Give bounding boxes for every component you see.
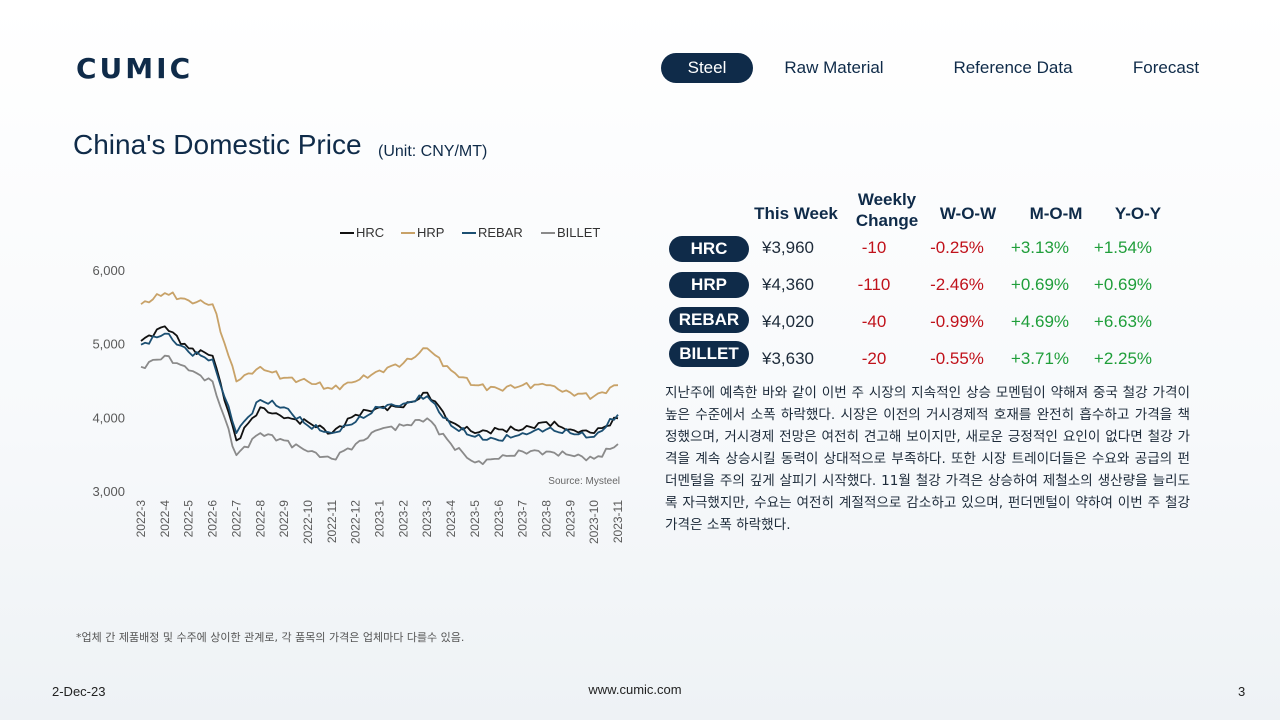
- x-tick-label: 2023-6: [492, 500, 506, 538]
- wow-value: -2.46%: [930, 275, 984, 294]
- wow-value: -0.99%: [930, 312, 984, 331]
- y-tick-label: 4,000: [92, 410, 125, 425]
- x-tick-label: 2022-8: [253, 500, 267, 538]
- weekly-change: -20: [861, 349, 887, 368]
- yoy-value: +6.63%: [1093, 312, 1153, 331]
- footnote: *업체 간 제품배정 및 수주에 상이한 관계로, 각 품목의 가격은 업체마다…: [76, 631, 465, 644]
- row-label-pill: HRC: [669, 236, 749, 262]
- legend-label-hrc: HRC: [356, 225, 384, 240]
- weekly-change: -40: [861, 312, 887, 331]
- weekly-change: -10: [861, 238, 887, 257]
- cumic-logo: CUMIC: [76, 52, 194, 85]
- row-label-pill: BILLET: [669, 341, 749, 367]
- mom-value: +0.69%: [1010, 275, 1070, 294]
- this-week-price: ¥3,960: [762, 238, 814, 257]
- x-tick-label: 2022-7: [229, 500, 243, 538]
- this-week-price: ¥3,630: [762, 349, 814, 368]
- yoy-value: +0.69%: [1093, 275, 1153, 294]
- wow-value: -0.25%: [930, 238, 984, 257]
- x-tick-label: 2023-8: [539, 500, 553, 538]
- x-tick-label: 2022-11: [325, 500, 339, 543]
- series-line-rebar: [140, 332, 619, 442]
- nav-tab-reference-data[interactable]: Reference Data: [953, 58, 1073, 77]
- header-wow: W-O-W: [939, 204, 997, 223]
- unit-label: (Unit: CNY/MT): [378, 143, 488, 160]
- y-tick-label: 5,000: [92, 337, 125, 352]
- x-tick-label: 2023-2: [396, 500, 410, 538]
- y-tick-label: 3,000: [92, 484, 125, 499]
- page-title: China's Domestic Price: [73, 129, 362, 160]
- yoy-value: +2.25%: [1093, 349, 1153, 368]
- weekly-change: -110: [857, 275, 891, 294]
- mom-value: +3.71%: [1010, 349, 1070, 368]
- mom-value: +3.13%: [1010, 238, 1070, 257]
- legend-label-rebar: REBAR: [478, 225, 523, 240]
- x-tick-label: 2022-10: [301, 500, 315, 544]
- legend-label-billet: BILLET: [557, 225, 600, 240]
- chart-source: Source: Mysteel: [548, 476, 620, 487]
- x-tick-label: 2023-10: [587, 500, 601, 544]
- footer-date: 2-Dec-23: [52, 684, 106, 699]
- x-tick-label: 2022-4: [158, 500, 172, 538]
- series-line-billet: [140, 354, 619, 466]
- y-tick-label: 6,000: [92, 263, 125, 278]
- series-line-hrp: [140, 291, 619, 400]
- row-label-pill: REBAR: [669, 307, 749, 333]
- header-this-week: This Week: [754, 204, 838, 223]
- yoy-value: +1.54%: [1093, 238, 1153, 257]
- legend-label-hrp: HRP: [417, 225, 444, 240]
- market-commentary: 지난주에 예측한 바와 같이 이번 주 시장의 지속적인 상승 모멘텀이 약해져…: [665, 385, 1190, 533]
- x-tick-label: 2022-9: [277, 500, 291, 538]
- nav-tab-raw-material[interactable]: Raw Material: [784, 58, 884, 77]
- x-tick-label: 2022-6: [206, 500, 220, 538]
- header-mom: M-O-M: [1029, 204, 1083, 223]
- mom-value: +4.69%: [1010, 312, 1070, 331]
- x-tick-label: 2023-7: [516, 500, 530, 538]
- x-tick-label: 2022-12: [349, 500, 363, 544]
- price-line-chart: 6,000 5,000 4,000 3,000 2022-3 2022-4 2022-5 20…: [92, 225, 625, 544]
- nav-tab-steel[interactable]: Steel: [661, 53, 753, 83]
- x-tick-label: 2023-1: [373, 500, 387, 538]
- page-number: 3: [1238, 684, 1246, 699]
- x-tick-label: 2022-5: [182, 500, 196, 538]
- x-tick-label: 2023-5: [468, 500, 482, 538]
- x-tick-label: 2023-9: [563, 500, 577, 538]
- x-tick-label: 2023-4: [444, 500, 458, 538]
- footer-url[interactable]: www.cumic.com: [588, 682, 682, 697]
- row-label-pill: HRP: [669, 272, 749, 298]
- x-tick-label: 2023-3: [420, 500, 434, 538]
- this-week-price: ¥4,360: [762, 275, 814, 294]
- top-nav: Steel Raw Material Reference Data Foreca…: [0, 53, 1280, 85]
- nav-tab-forecast[interactable]: Forecast: [1132, 58, 1200, 77]
- x-tick-label: 2022-3: [134, 500, 148, 538]
- x-tick-label: 2023-11: [611, 500, 625, 543]
- header-yoy: Y-O-Y: [1114, 204, 1162, 223]
- header-weekly-change: Weekly Change: [855, 190, 919, 230]
- wow-value: -0.55%: [930, 349, 984, 368]
- this-week-price: ¥4,020: [762, 312, 814, 331]
